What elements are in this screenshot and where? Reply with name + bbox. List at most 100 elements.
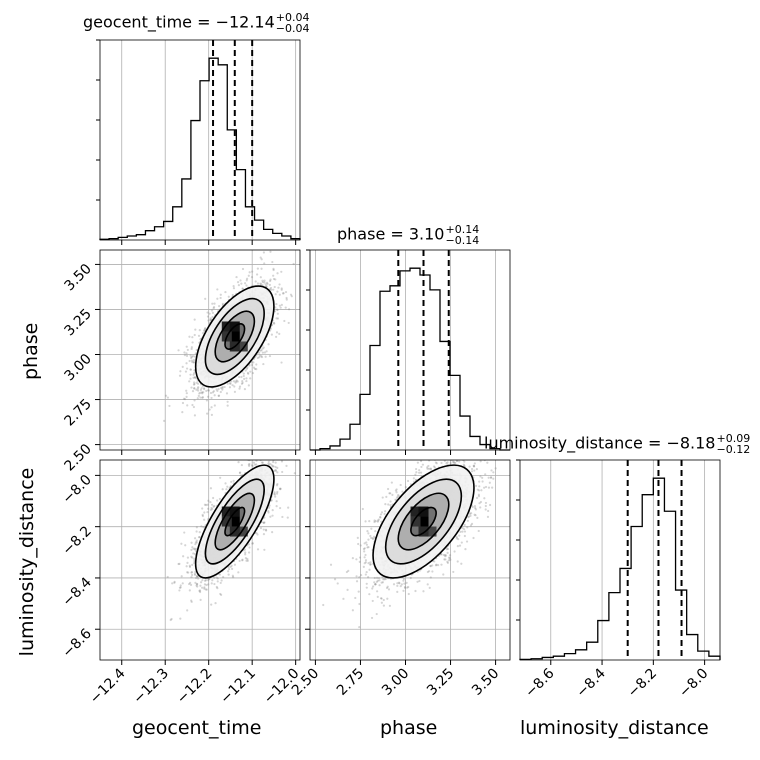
sample-point: [238, 385, 242, 388]
sample-point: [251, 542, 254, 545]
sample-point: [191, 556, 194, 559]
sample-point: [195, 541, 198, 544]
sample-point: [190, 599, 193, 602]
sample-point: [216, 297, 219, 300]
hist-panel-geocent-time: [99, 40, 301, 240]
sample-point: [275, 302, 278, 306]
sample-point: [273, 285, 276, 289]
sample-point: [211, 391, 215, 394]
sample-point: [259, 527, 263, 530]
sample-point: [275, 317, 278, 320]
sample-point: [213, 576, 216, 579]
sample-point: [185, 352, 188, 355]
sample-point: [183, 398, 187, 401]
sample-point: [267, 343, 270, 346]
sample-point: [276, 308, 279, 311]
sample-point: [243, 377, 246, 380]
sample-point: [191, 546, 194, 549]
sample-point: [180, 542, 183, 545]
sample-point: [188, 380, 191, 383]
sample-point: [267, 460, 270, 463]
density-cell: [221, 321, 232, 332]
sample-point: [196, 387, 199, 390]
sample-point: [193, 387, 196, 390]
sample-point: [276, 272, 279, 275]
sample-point: [257, 452, 259, 454]
sample-point: [184, 370, 188, 373]
sample-point: [195, 539, 198, 542]
sample-point: [219, 296, 222, 300]
sample-point: [267, 506, 271, 509]
sample-point: [245, 367, 249, 370]
sample-point: [186, 571, 189, 574]
sample-point: [292, 262, 295, 266]
sample-point: [231, 567, 234, 571]
sample-point: [256, 356, 259, 360]
sample-point: [221, 388, 224, 391]
sample-point: [190, 386, 193, 389]
sample-point: [235, 379, 238, 382]
sample-point: [213, 394, 216, 397]
sample-point: [240, 282, 243, 285]
sample-point: [233, 385, 236, 388]
sample-point: [193, 399, 196, 402]
sample-point: [274, 465, 277, 469]
sample-point: [199, 388, 202, 391]
sample-point: [190, 600, 193, 603]
sample-point: [281, 470, 284, 474]
sample-point: [261, 279, 264, 282]
histogram-luminosity-distance: [519, 477, 721, 661]
sample-point: [188, 589, 191, 592]
sample-point: [203, 579, 207, 582]
sample-point: [181, 401, 185, 405]
sample-point: [284, 431, 286, 433]
contour-2sigma: [194, 285, 275, 388]
sample-point: [206, 503, 209, 506]
sample-point: [262, 528, 265, 531]
sample-point: [215, 576, 218, 579]
sample-point: [198, 536, 201, 539]
sample-point: [244, 553, 247, 556]
sample-point: [210, 406, 213, 409]
sample-point: [207, 518, 210, 521]
sample-point: [190, 548, 193, 552]
sample-point: [274, 468, 277, 472]
sample-point: [258, 354, 261, 357]
hist-luminosity-distance-frame: [519, 459, 721, 661]
sample-point: [263, 455, 265, 457]
sample-point: [211, 311, 215, 314]
sample-point: [187, 571, 190, 574]
sample-point: [280, 361, 283, 364]
sample-point: [256, 267, 259, 270]
sample-point: [205, 588, 208, 591]
sample-point: [166, 575, 169, 579]
sample-point: [256, 533, 259, 536]
sample-point: [181, 582, 184, 585]
sample-point: [284, 290, 288, 294]
sample-point: [278, 304, 281, 307]
sample-point: [181, 411, 184, 414]
sample-point: [232, 380, 236, 383]
sample-point: [194, 576, 198, 580]
sample-point: [273, 492, 276, 495]
sample-point: [212, 390, 215, 393]
sample-point: [270, 452, 272, 454]
sample-point: [197, 334, 201, 337]
sample-point: [268, 454, 270, 456]
sample-point: [194, 543, 197, 546]
pair-geocent-time-phase-frame: [99, 249, 301, 451]
sample-point: [211, 579, 214, 582]
sample-point: [227, 295, 230, 298]
sample-point: [268, 288, 272, 291]
sample-point: [264, 355, 267, 358]
sample-point: [205, 399, 208, 402]
sample-point: [198, 392, 201, 395]
sample-point: [219, 293, 222, 296]
sample-point: [252, 366, 256, 369]
sample-point: [259, 349, 262, 352]
sample-point: [254, 280, 257, 283]
sample-point: [194, 541, 197, 544]
sample-point: [261, 347, 264, 350]
sample-point: [193, 382, 196, 386]
